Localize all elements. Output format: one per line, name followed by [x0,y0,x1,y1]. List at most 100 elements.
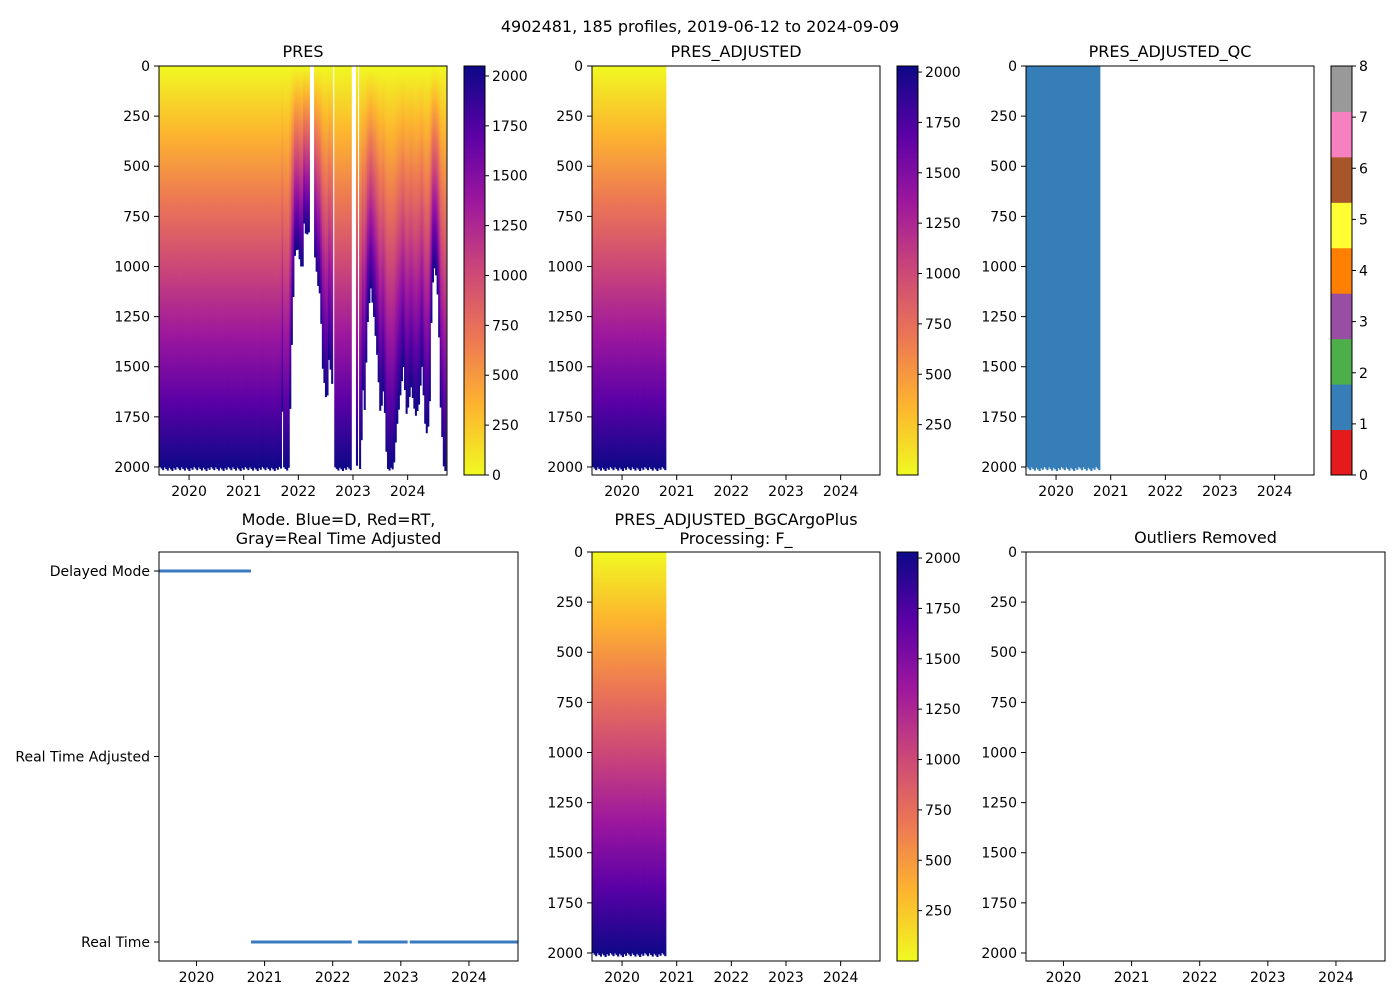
pres-profile-column [433,66,436,269]
pres_qc-colorbar-tick-label: 6 [1359,161,1368,177]
pres_qc-xtick-label: 2020 [1038,484,1074,500]
pres_adj-profile-column [624,66,628,470]
pres-profile-column [416,66,419,412]
pres-profile-column [321,66,324,369]
pres_qc-ytick-label: 0 [1008,59,1017,75]
pres-profile-column [244,66,247,467]
pres-profile-column [422,66,425,396]
pres_adj-profile-column [602,66,606,470]
pres-profile-column [179,66,182,471]
pres_qc-ytick-label: 500 [990,159,1017,175]
pres-profile-column [408,66,411,397]
pres_bgc-title-line2: Processing: F_ [679,529,793,549]
pres-profile-column [217,66,220,471]
pres_adj-colorbar [896,65,919,476]
pres-profile-column [419,66,422,386]
pres_bgc-colorbar-tick-label: 2000 [925,551,961,567]
pres-profile-column [186,66,189,470]
pres-profile-column [410,66,413,388]
pres_bgc-ytick-label: 750 [556,695,583,711]
pres-profile-column [306,66,309,235]
pres_adj-xtick-label: 2024 [823,484,859,500]
pres_bgc-xtick-label: 2020 [604,970,640,986]
pres-profile-column [323,66,326,383]
pres_qc-profile-column [1076,66,1079,470]
pres-profile-column [394,66,397,443]
pres_qc-profile-column [1027,66,1030,469]
pres_adj-profile-column [592,66,595,467]
pres_adj-ytick-label: 1750 [547,410,583,426]
pres_adj-ytick-label: 1000 [547,259,583,275]
pres-profile-column [242,66,245,470]
pres_adj-ytick-label: 750 [556,209,583,225]
pres-profile-column [373,66,376,317]
pres_bgc-profile-column [596,552,599,954]
mode-ytick-label: Delayed Mode [50,564,150,580]
pres_bgc-profile-column [645,552,648,955]
pres-profile-column [236,66,239,468]
pres_bgc-profile-column [628,552,631,955]
pres-profile-column [252,66,255,471]
pres_qc-colorbar-swatch [1331,247,1352,294]
pres_adj-profile-column [618,66,621,468]
pres_bgc-colorbar-tick-label: 1750 [925,601,961,617]
pres_adj-colorbar-tick-label: 1250 [925,216,961,232]
pres-profile-column [174,66,177,470]
pres_qc-colorbar-swatch [1331,156,1352,203]
pres-profile-column [185,66,188,468]
pres-profile-column [390,66,393,468]
pres-profile-column [331,66,334,384]
pres_adj-colorbar-tick-label: 1500 [925,166,961,182]
pres_adj-profile-column [654,66,657,470]
pres_qc-profile-column [1051,66,1054,471]
pres_adj-profile-column [634,66,637,471]
outliers-title: Outliers Removed [1134,528,1277,547]
pres_qc-xtick-label: 2024 [1257,484,1293,500]
pres_adj-profile-column [617,66,620,471]
pres_bgc-profile-column [592,552,595,953]
pres_bgc-ytick-label: 1250 [547,796,583,812]
pres-colorbar-tick-label: 1750 [492,119,528,135]
pres-profile-column [320,66,323,324]
pres_adj-xtick-label: 2022 [714,484,750,500]
pres-colorbar-tick-label: 2000 [492,69,528,85]
pres_qc-profile-column [1068,66,1071,471]
pres_adj-profile-column [642,66,645,470]
pres-profile-column [270,66,273,468]
pres_adj-profile-column [609,66,612,467]
pres_qc-colorbar-swatch [1331,293,1352,340]
pres-profile-column [376,66,379,355]
pres_adj-colorbar-tick-label: 1750 [925,115,961,131]
pres-xtick-label: 2022 [281,484,317,500]
pres-profile-column [399,66,402,396]
pres_qc-profile-column [1085,66,1088,471]
pres_bgc-profile-column [640,552,643,955]
pres-profile-column [200,66,203,471]
pres-profile-column [343,66,346,469]
pres-profile-column [382,66,385,392]
outliers-xtick-label: 2020 [1046,970,1082,986]
pres-profile-column [275,66,278,469]
pres-profile-column [396,66,399,424]
pres-profile-column [228,66,231,469]
pres-profile-column [176,66,179,467]
pres-profile-column [162,66,165,471]
pres_qc-profile-column [1088,66,1091,470]
pres-profile-column [214,66,217,468]
pres-profile-column [444,66,447,471]
pres-profile-column [297,66,300,250]
pres_adj-profile-column [626,66,629,467]
pres_adj-colorbar-tick-label: 500 [925,367,952,383]
pres-ytick-label: 0 [141,59,150,75]
pres-profile-column [386,66,390,469]
pres-profile-column [435,66,438,276]
pres-profile-column [348,66,351,469]
pres_bgc-profile-column [606,552,609,955]
pres-profile-column [293,66,296,256]
outliers-ytick-label: 250 [990,595,1017,611]
pres-profile-column [278,66,281,467]
pres-profile-column [388,66,391,471]
pres-profile-column [414,66,417,416]
pres_adj-profile-column [598,66,601,469]
pres_adj-profile-column [639,66,642,471]
